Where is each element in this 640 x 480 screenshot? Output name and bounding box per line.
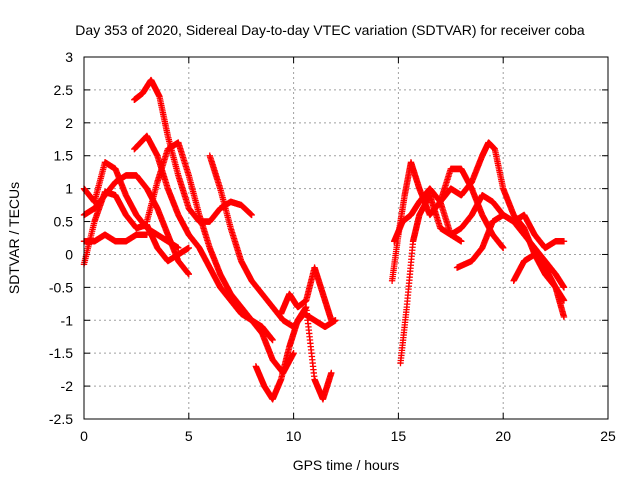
y-tick-label: 3 (65, 49, 73, 65)
data-point (560, 238, 568, 245)
tick-layer: 0 5 10 15 20 25 -2.5 -2 -1.5 -1 -0.5 0 0.5 1 1.5 2 2.5 3 (49, 49, 616, 444)
data-point (458, 238, 465, 245)
y-tick-label: 0 (65, 246, 73, 262)
y-tick-label: 0.5 (54, 214, 74, 230)
x-tick-label: 15 (391, 428, 407, 444)
data-point (248, 211, 255, 219)
y-tick-label: -2.5 (49, 411, 73, 427)
x-tick-label: 20 (495, 428, 511, 444)
series-arc-3 (80, 188, 192, 268)
data-point (290, 349, 297, 357)
series-arc-5 (131, 76, 255, 225)
data-point (185, 271, 192, 278)
data-point (560, 284, 568, 291)
y-tick-label: -0.5 (49, 279, 73, 295)
y-axis-label: SDTVAR / TECUs (6, 182, 22, 294)
series-arc-8 (206, 152, 339, 331)
y-tick-label: 2 (65, 115, 73, 131)
series-arc-10 (277, 264, 335, 324)
data-point (560, 313, 568, 321)
data-point (185, 244, 192, 252)
series-arc-13 (391, 185, 568, 291)
y-tick-label: 1.5 (54, 148, 74, 164)
y-tick-label: -1 (61, 312, 74, 328)
grid-layer (84, 57, 608, 419)
data-point (269, 336, 276, 344)
y-tick-label: 1 (65, 181, 73, 197)
chart-title: Day 353 of 2020, Sidereal Day-to-day VTE… (75, 22, 585, 38)
y-tick-label: -2 (61, 378, 74, 394)
data-point (500, 244, 507, 252)
series-arc-16 (510, 251, 568, 321)
y-tick-label: -1.5 (49, 345, 73, 361)
plot-frame (83, 56, 609, 420)
x-tick-label: 0 (80, 428, 88, 444)
data-point (328, 317, 335, 324)
series-arc-15 (453, 211, 568, 271)
x-tick-label: 5 (185, 428, 193, 444)
series-arc-4 (80, 159, 182, 252)
series-arc-14 (437, 139, 568, 304)
x-tick-label: 25 (600, 428, 616, 444)
data-point (175, 244, 182, 252)
data-layer (80, 76, 568, 403)
data-point (328, 369, 335, 377)
x-axis-label: GPS time / hours (293, 457, 400, 473)
x-tick-label: 10 (286, 428, 302, 444)
y-tick-label: 2.5 (54, 82, 74, 98)
series-arc-9 (252, 303, 335, 403)
